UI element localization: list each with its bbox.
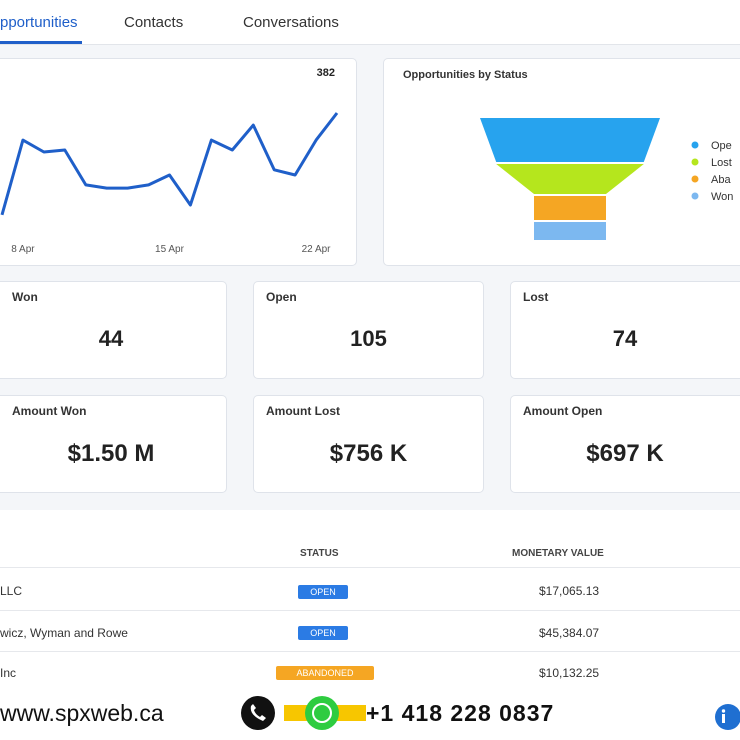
- table-cell[interactable]: Inc: [0, 666, 17, 680]
- stat-value: $1.50 M: [67, 440, 155, 467]
- row-divider: [0, 651, 740, 652]
- stat-card: Amount Open $697 K: [510, 395, 740, 493]
- table-header: MONETARY VALUE: [512, 548, 604, 559]
- stat-card: Open 105: [253, 281, 484, 379]
- table-cell: $17,065.13: [539, 584, 600, 598]
- line-chart-card: [0, 58, 357, 266]
- tab[interactable]: pportunities: [0, 14, 78, 31]
- status-badge: OPEN: [298, 626, 348, 640]
- linkedin-glyph: [722, 714, 725, 723]
- contact-icons: [241, 696, 366, 730]
- footer-website[interactable]: www.spxweb.ca: [0, 700, 164, 726]
- table-cell[interactable]: LLC: [0, 584, 23, 598]
- status-badge: ABANDONED: [276, 666, 374, 680]
- tab-bar: [0, 0, 740, 45]
- tab[interactable]: Conversations: [243, 14, 339, 31]
- table-header: STATUS: [300, 548, 339, 559]
- table-cell: $10,132.25: [539, 666, 600, 680]
- stat-card: Amount Lost $756 K: [253, 395, 484, 493]
- linkedin-circle: [715, 704, 740, 730]
- stat-value: $756 K: [329, 440, 408, 467]
- stat-label: Open: [266, 290, 297, 304]
- tab[interactable]: Contacts: [124, 14, 184, 31]
- stat-value: 105: [350, 326, 387, 351]
- footer-phone[interactable]: +1 418 228 0837: [366, 700, 555, 726]
- stat-card: Amount Won $1.50 M: [0, 395, 227, 493]
- whatsapp-glyph: [312, 703, 332, 723]
- stat-value: 74: [612, 326, 638, 351]
- stat-value: 44: [98, 326, 124, 351]
- table: [0, 510, 740, 695]
- row-divider: [0, 610, 740, 611]
- stat-card: Won 44: [0, 281, 227, 379]
- whatsapp-icon[interactable]: [305, 696, 339, 730]
- stat-value: $697 K: [586, 440, 664, 467]
- stat-label: Amount Open: [523, 404, 603, 418]
- stat-label: Lost: [523, 290, 549, 304]
- linkedin-icon[interactable]: [712, 702, 740, 730]
- tab-underline: [0, 41, 82, 44]
- table-cell[interactable]: wicz, Wyman and Rowe: [0, 626, 128, 640]
- stat-label: Amount Lost: [266, 404, 340, 418]
- phone-icon[interactable]: [241, 696, 275, 730]
- stat-label: Amount Won: [12, 404, 87, 418]
- phone-glyph: [250, 704, 266, 721]
- table-cell: $45,384.07: [539, 626, 600, 640]
- stat-label: Won: [12, 290, 38, 304]
- status-badge: OPEN: [298, 585, 348, 599]
- funnel-chart-card: [383, 58, 740, 266]
- linkedin-glyph: [721, 709, 726, 713]
- row-divider: [0, 567, 740, 568]
- stat-card: Lost 74: [510, 281, 740, 379]
- footer: [0, 693, 740, 740]
